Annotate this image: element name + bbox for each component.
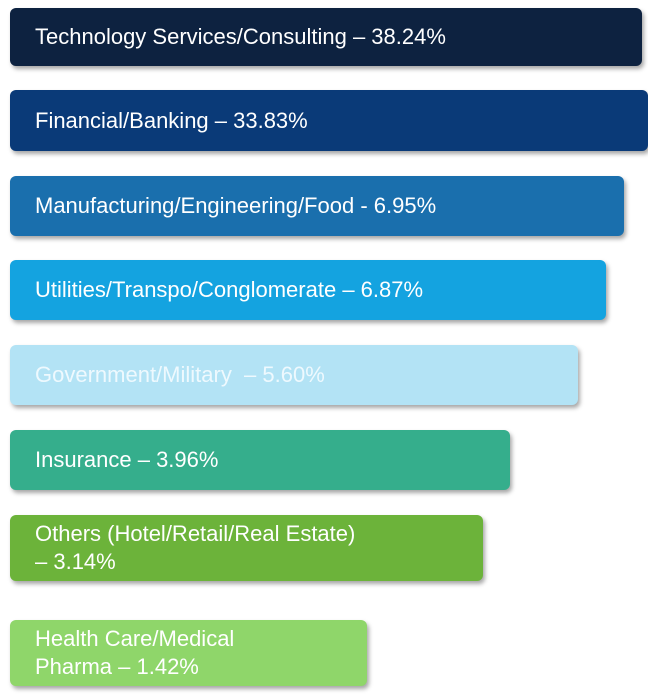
category-bar: Others (Hotel/Retail/Real Estate) – 3.14% [10, 515, 483, 581]
category-bar: Insurance – 3.96% [10, 430, 510, 490]
bar-label: Pharma – 1.42% [35, 654, 199, 679]
category-bar: Manufacturing/Engineering/Food - 6.95% [10, 176, 624, 236]
category-bar: Technology Services/Consulting – 38.24% [10, 8, 642, 66]
bar-label: Technology Services/Consulting – 38.24% [35, 24, 446, 49]
bar-label: Insurance – 3.96% [35, 447, 219, 472]
category-bar: Financial/Banking – 33.83% [10, 90, 648, 151]
bar-label: Manufacturing/Engineering/Food - 6.95% [35, 193, 437, 218]
bar-label: Others (Hotel/Retail/Real Estate) [35, 521, 356, 546]
bar-label: Utilities/Transpo/Conglomerate – 6.87% [35, 277, 424, 302]
bar-label: Health Care/Medical [35, 626, 235, 651]
category-bar: Health Care/Medical Pharma – 1.42% [10, 620, 367, 686]
category-bar: Utilities/Transpo/Conglomerate – 6.87% [10, 260, 606, 320]
bar-label: Government/Military – 5.60% [35, 362, 325, 387]
bar-label: Financial/Banking – 33.83% [35, 107, 308, 133]
category-bar: Government/Military – 5.60% [10, 345, 578, 405]
bar-label: – 3.14% [35, 549, 116, 574]
